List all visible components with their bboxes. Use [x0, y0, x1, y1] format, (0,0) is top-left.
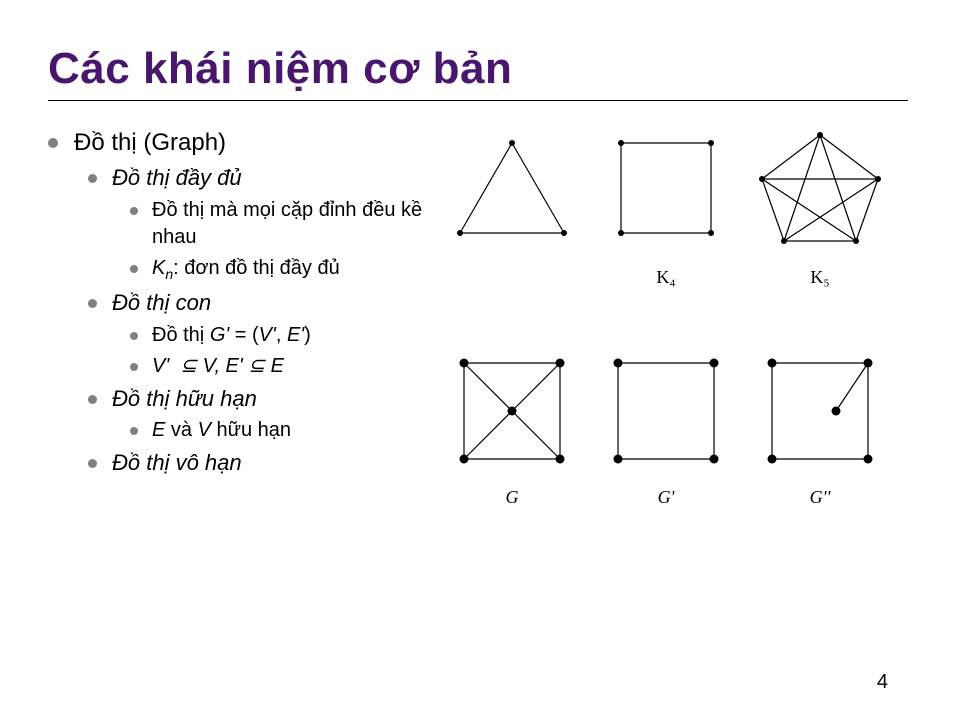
node: [561, 230, 567, 236]
node: [853, 238, 859, 244]
graph-label-K5: K₅: [810, 267, 829, 287]
node: [781, 238, 787, 244]
edge: [784, 179, 878, 241]
bullet-l3b2: V' ⊆ V, E' ⊆ E: [130, 353, 442, 380]
graph-Gpp: G'': [768, 359, 873, 508]
node: [708, 230, 714, 236]
node: [460, 359, 469, 368]
node: [864, 455, 873, 464]
bullet-l3c1: E và V hữu hạn: [130, 417, 442, 444]
edge: [820, 135, 878, 179]
edge: [856, 179, 878, 241]
node: [768, 455, 777, 464]
bullet-l3a1: Đồ thị mà mọi cặp đỉnh đều kề nhau: [130, 197, 442, 251]
edge: [784, 135, 820, 241]
graph-label-G: G: [506, 487, 519, 507]
graph-label-Gpp: G'': [810, 487, 832, 507]
kn-n: n: [165, 266, 173, 282]
node: [875, 176, 881, 182]
graph-K5: K₅: [759, 132, 881, 287]
bullet-l2c-text: Đồ thị hữu hạn: [112, 386, 257, 411]
graph-K4: K₄: [618, 140, 714, 287]
node: [710, 455, 719, 464]
bullet-l2d: Đồ thị vô hạn: [88, 448, 442, 478]
node: [614, 359, 623, 368]
node: [759, 176, 765, 182]
bullet-l3c1-text: E: [152, 419, 165, 441]
slide: Các khái niệm cơ bản Đồ thị (Graph) Đồ t…: [0, 0, 960, 720]
edge: [512, 363, 560, 411]
node: [618, 230, 624, 236]
edge: [762, 179, 784, 241]
bullet-list: Đồ thị (Graph) Đồ thị đầy đủ Đồ thị mà m…: [48, 127, 442, 478]
bullet-l3b1-text: Đồ thị G' = (V', E'): [152, 324, 311, 346]
bullet-l3b2-text: V' ⊆ V, E' ⊆ E: [152, 355, 284, 377]
node: [508, 407, 517, 416]
node: [817, 132, 823, 138]
node: [556, 455, 565, 464]
bullet-l2d-text: Đồ thị vô hạn: [112, 450, 242, 475]
slide-title: Các khái niệm cơ bản: [48, 44, 912, 94]
node: [710, 359, 719, 368]
figure-column: K₄ K₅ G G' G'': [442, 123, 912, 523]
page-number: 4: [877, 671, 888, 694]
edge: [464, 363, 512, 411]
content-columns: Đồ thị (Graph) Đồ thị đầy đủ Đồ thị mà m…: [48, 123, 912, 523]
node: [460, 455, 469, 464]
kn-rest: : đơn đồ thị đầy đủ: [173, 257, 340, 279]
graph-G: G: [460, 359, 565, 508]
graph-label-K4: K₄: [656, 267, 675, 287]
text-column: Đồ thị (Graph) Đồ thị đầy đủ Đồ thị mà m…: [48, 123, 442, 482]
node: [509, 140, 515, 146]
node: [864, 359, 873, 368]
node: [614, 455, 623, 464]
graph-label-Gprime: G': [658, 487, 676, 507]
bullet-l3a2: Kn: đơn đồ thị đầy đủ: [130, 255, 442, 284]
edge: [460, 143, 512, 233]
title-rule: [48, 100, 908, 101]
bullet-l2c: Đồ thị hữu hạn E và V hữu hạn: [88, 384, 442, 445]
node: [556, 359, 565, 368]
edge: [512, 143, 564, 233]
edge: [762, 179, 856, 241]
kn-k: K: [152, 257, 165, 279]
node: [618, 140, 624, 146]
node: [768, 359, 777, 368]
bullet-l3b1: Đồ thị G' = (V', E'): [130, 322, 442, 349]
graph-K3: [457, 140, 567, 236]
edge: [762, 135, 820, 179]
bullet-l2b-text: Đồ thị con: [112, 290, 211, 315]
bullet-l2a-text: Đồ thị đầy đủ: [112, 165, 242, 190]
node: [832, 407, 841, 416]
edge: [464, 411, 512, 459]
bullet-l2a: Đồ thị đầy đủ Đồ thị mà mọi cặp đỉnh đều…: [88, 163, 442, 284]
graph-Gprime: G': [614, 359, 719, 508]
bullet-l1: Đồ thị (Graph) Đồ thị đầy đủ Đồ thị mà m…: [48, 127, 442, 478]
edge: [820, 135, 856, 241]
edge: [836, 363, 868, 411]
node: [457, 230, 463, 236]
graph-figures: K₄ K₅ G G' G'': [442, 123, 912, 523]
node: [708, 140, 714, 146]
bullet-l1-text: Đồ thị (Graph): [74, 129, 226, 156]
bullet-l2b: Đồ thị con Đồ thị G' = (V', E') V' ⊆ V, …: [88, 288, 442, 380]
edge: [512, 411, 560, 459]
